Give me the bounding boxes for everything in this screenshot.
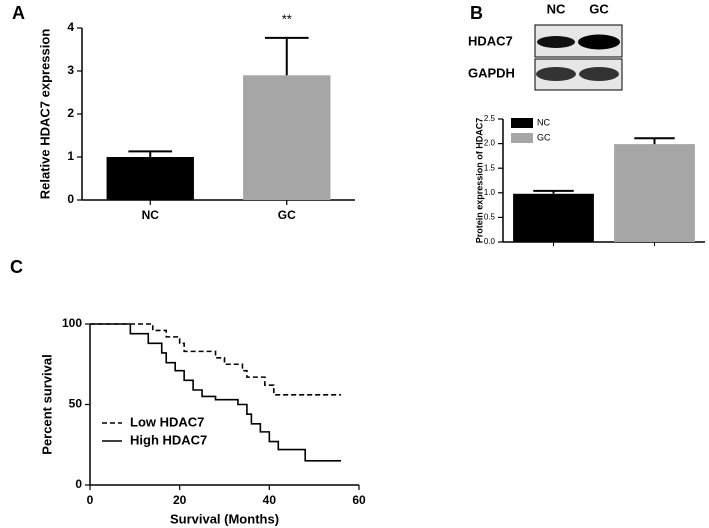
legend-label: GC <box>537 132 551 142</box>
y-axis-label: Percent survival <box>39 354 54 454</box>
y-tick-label: 3 <box>67 63 74 77</box>
y-tick-label: 2.0 <box>484 139 496 148</box>
x-tick-label: 0 <box>87 493 94 507</box>
blot-row-label: HDAC7 <box>468 33 513 48</box>
blot-band <box>537 36 575 48</box>
blot-band <box>579 67 619 81</box>
y-tick-label: 0 <box>67 192 74 206</box>
y-axis-label: Relative HDAC7 expression <box>37 29 52 200</box>
panel-label: A <box>12 3 25 23</box>
legend-swatch <box>511 133 533 143</box>
blot-lane-label: NC <box>547 1 566 16</box>
y-tick-label: 1.0 <box>484 188 496 197</box>
y-axis-label: Protein expression of HDAC7 <box>474 118 484 244</box>
y-tick-label: 0.5 <box>484 213 496 222</box>
x-tick-label: 60 <box>352 493 366 507</box>
y-tick-label: 4 <box>67 20 74 34</box>
blot-band <box>536 67 576 81</box>
bar <box>513 193 594 242</box>
y-tick-label: 1.5 <box>484 163 496 172</box>
legend-swatch <box>511 118 533 128</box>
x-tick-label: 40 <box>263 493 277 507</box>
survival-curve <box>90 323 342 462</box>
legend-label: High HDAC7 <box>130 432 207 447</box>
error-bar <box>128 150 173 157</box>
y-tick-label: 1 <box>67 149 74 163</box>
bar <box>614 144 695 242</box>
y-tick-label: 0 <box>75 477 82 491</box>
blot-lane-label: GC <box>589 1 609 16</box>
y-tick-label: 50 <box>69 397 83 411</box>
x-tick-label: NC <box>142 208 160 222</box>
legend-label: NC <box>537 117 550 127</box>
panel-label: C <box>10 257 23 277</box>
significance: ** <box>282 11 292 26</box>
survival-curve <box>90 323 342 396</box>
bar <box>106 157 194 200</box>
blot-row-label: GAPDH <box>468 65 515 80</box>
error-bar <box>533 189 574 194</box>
y-tick-label: 0.0 <box>484 237 496 246</box>
y-tick-label: 2 <box>67 106 74 120</box>
x-tick-label: GC <box>278 208 296 222</box>
y-tick-label: 2.5 <box>484 114 496 123</box>
x-axis-label: Survival (Months) <box>170 511 279 526</box>
error-bar <box>264 36 309 76</box>
bar <box>243 75 331 200</box>
y-tick-label: 100 <box>62 316 82 330</box>
panel-label: B <box>470 3 483 23</box>
error-bar <box>634 137 675 145</box>
blot-band <box>578 34 620 50</box>
legend-label: Low HDAC7 <box>130 414 204 429</box>
x-tick-label: 20 <box>173 493 187 507</box>
